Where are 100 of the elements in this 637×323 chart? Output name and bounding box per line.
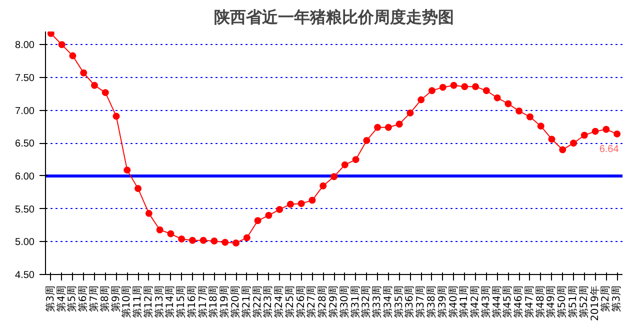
x-tick-label: 第12周: [142, 285, 154, 318]
point: [286, 200, 294, 208]
point: [145, 210, 152, 217]
point: [482, 87, 490, 94]
point: [330, 173, 338, 180]
point: [210, 238, 218, 244]
point: [58, 41, 66, 48]
point: [243, 234, 250, 242]
point: [47, 32, 54, 37]
point: [254, 217, 262, 224]
x-tick-label: 第3周: [44, 285, 56, 312]
point: [308, 196, 316, 204]
x-tick-label: 第42周: [469, 285, 482, 318]
point: [69, 52, 76, 60]
x-tick-label: 第34周: [382, 285, 394, 318]
x-tick-label: 第36周: [404, 285, 416, 318]
x-tick-label: 第37周: [414, 285, 427, 318]
point: [406, 109, 414, 116]
point: [384, 124, 392, 131]
point: [428, 87, 436, 94]
x-tick-label: 第3周: [610, 285, 623, 312]
x-tick-label: 第23周: [262, 285, 274, 318]
x-tick-label: 第14周: [164, 285, 176, 318]
point: [559, 146, 566, 154]
point: [102, 89, 109, 96]
x-tick-label: 第13周: [153, 285, 166, 318]
point: [200, 236, 207, 244]
point: [602, 126, 610, 133]
chart-title: 陕西省近一年猪粮比价周度走势图: [214, 8, 454, 26]
point: [592, 128, 599, 135]
x-tick-label: 第35周: [392, 285, 405, 318]
point: [494, 94, 501, 102]
x-tick-label: 第24周: [273, 285, 286, 318]
point: [178, 236, 186, 243]
point: [112, 112, 120, 120]
point: [580, 132, 588, 139]
x-tick-label: 第33周: [371, 285, 384, 318]
x-tick-label: 第27周: [306, 285, 318, 318]
x-tick-label: 第5周: [66, 285, 78, 312]
x-tick-label: 第19周: [218, 285, 231, 318]
point: [167, 230, 174, 238]
x-tick-label: 第50周: [556, 285, 568, 318]
x-tick-label: 第46周: [512, 285, 525, 318]
y-tick-label: 6.50: [15, 138, 35, 150]
x-tick-label: 第45周: [502, 285, 514, 318]
x-tick-label: 第21周: [240, 285, 252, 318]
y-tick-label: 6.00: [15, 171, 35, 182]
x-tick-label: 第30周: [338, 285, 350, 318]
point: [570, 140, 578, 147]
x-tick-label: 第31周: [349, 285, 362, 318]
x-tick-label: 第16周: [186, 285, 198, 318]
point: [222, 238, 229, 246]
x-tick-label: 第32周: [360, 285, 372, 318]
point: [374, 124, 382, 131]
point: [188, 236, 196, 244]
x-tick-label: 第47周: [523, 285, 536, 318]
point: [352, 156, 360, 164]
point: [90, 82, 98, 89]
x-tick-label: 第40周: [447, 285, 460, 318]
y-tick-label: 7.50: [15, 72, 35, 84]
y-tick-label: 7.00: [15, 106, 35, 117]
point: [80, 69, 88, 76]
x-tick-label: 第10周: [120, 285, 133, 318]
point: [439, 84, 446, 91]
x-tick-label: 第43周: [480, 285, 492, 318]
data-label: 6.64: [599, 144, 620, 155]
y-tick-label: 5.00: [15, 237, 35, 248]
x-tick-label: 第44周: [490, 285, 503, 318]
point: [461, 83, 468, 90]
x-tick-label: 第4周: [55, 285, 68, 312]
x-tick-label: 第25周: [284, 285, 296, 318]
x-tick-label: 第8周: [98, 285, 111, 312]
point: [614, 130, 621, 138]
x-tick-label: 第6周: [77, 285, 90, 312]
x-tick-label: 第51周: [567, 285, 580, 318]
point: [537, 122, 544, 130]
x-tick-label: 第39周: [436, 285, 448, 318]
x-tick-label: 第20周: [230, 285, 242, 318]
x-tick-label: 第38周: [425, 285, 438, 318]
x-tick-label: 第17周: [196, 285, 209, 318]
x-tick-label: 第28周: [316, 285, 329, 318]
x-tick-label: 第9周: [110, 285, 122, 312]
point: [396, 120, 403, 128]
x-tick-label: 第15周: [175, 285, 188, 318]
point: [156, 226, 164, 234]
point: [124, 166, 131, 174]
point: [363, 137, 370, 144]
x-tick-label: 第26周: [294, 285, 307, 318]
point: [134, 184, 142, 192]
point: [418, 96, 425, 104]
point: [276, 206, 284, 213]
y-tick-label: 4.50: [15, 270, 35, 281]
x-tick-label: 第41周: [458, 285, 470, 318]
point: [548, 136, 556, 143]
point: [265, 212, 272, 219]
x-tick-label: 第11周: [132, 285, 144, 318]
x-tick-label: 第18周: [208, 285, 220, 318]
point: [320, 182, 327, 190]
x-tick-label: 第7周: [88, 285, 100, 312]
point: [526, 113, 534, 120]
